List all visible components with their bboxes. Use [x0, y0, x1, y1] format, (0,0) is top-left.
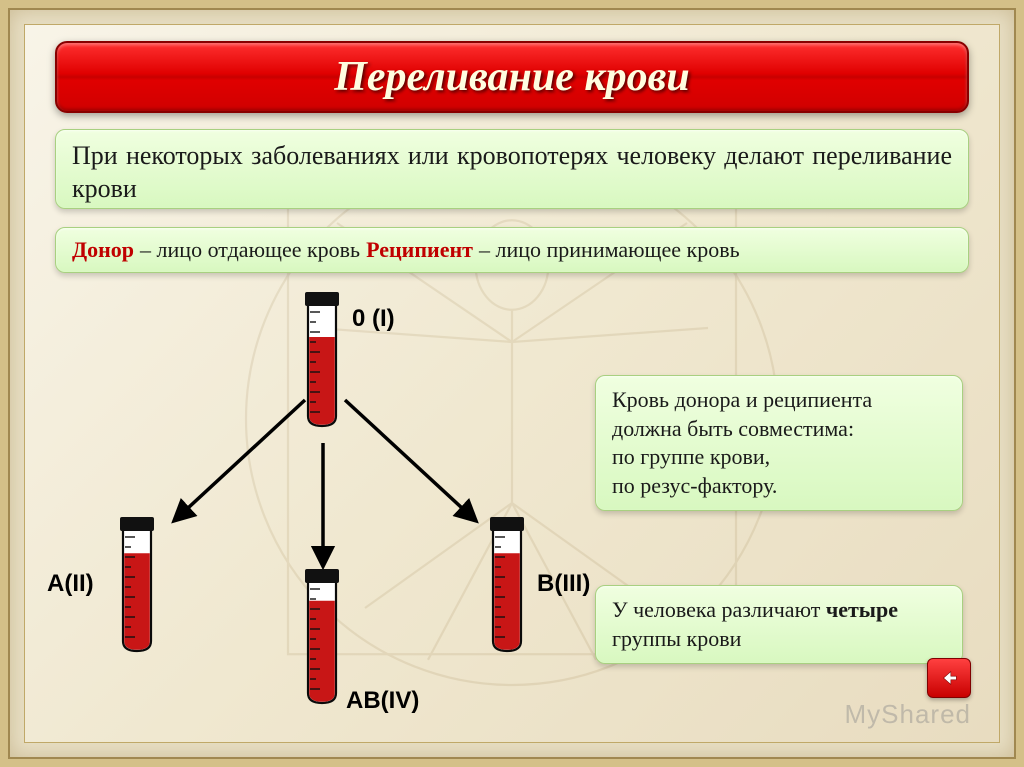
blood-groups-diagram: 0 (I) A(II) AB(IV) B(III): [55, 285, 625, 725]
flow-arrow: [345, 400, 475, 520]
title-banner: Переливание крови: [55, 41, 969, 113]
definitions-box: Донор – лицо отдающее кровь Реципиент – …: [55, 227, 969, 273]
title-text: Переливание крови: [334, 53, 690, 101]
groups-box: У человека различают четыре группы крови: [595, 585, 963, 664]
test-tube: B(III): [485, 515, 535, 655]
flow-arrow: [175, 400, 305, 520]
intro-box: При некоторых заболеваниях или кровопоте…: [55, 129, 969, 209]
test-tube: 0 (I): [300, 290, 350, 430]
tube-label: A(II): [47, 570, 94, 598]
groups-emph: четыре: [826, 597, 898, 622]
compat-text: Кровь донора и реципиента должна быть со…: [612, 387, 872, 498]
watermark-text: MyShared: [845, 699, 972, 730]
test-tube: A(II): [115, 515, 165, 655]
tube-label: AB(IV): [346, 687, 419, 715]
groups-pre: У человека различают: [612, 597, 826, 622]
tube-label: 0 (I): [352, 305, 395, 333]
back-button[interactable]: [927, 658, 971, 698]
recipient-def: – лицо принимающее кровь: [479, 237, 740, 263]
tube-label: B(III): [537, 570, 590, 598]
donor-term: Донор: [72, 237, 134, 263]
back-arrow-icon: [938, 667, 960, 689]
groups-post: группы крови: [612, 626, 741, 651]
slide-content: Переливание крови При некоторых заболева…: [24, 24, 1000, 743]
donor-def: – лицо отдающее кровь: [140, 237, 360, 263]
slide-frame: Переливание крови При некоторых заболева…: [8, 8, 1016, 759]
test-tube: AB(IV): [300, 567, 350, 707]
intro-text: При некоторых заболеваниях или кровопоте…: [72, 141, 952, 203]
compatibility-box: Кровь донора и реципиента должна быть со…: [595, 375, 963, 511]
recipient-term: Реципиент: [366, 237, 473, 263]
